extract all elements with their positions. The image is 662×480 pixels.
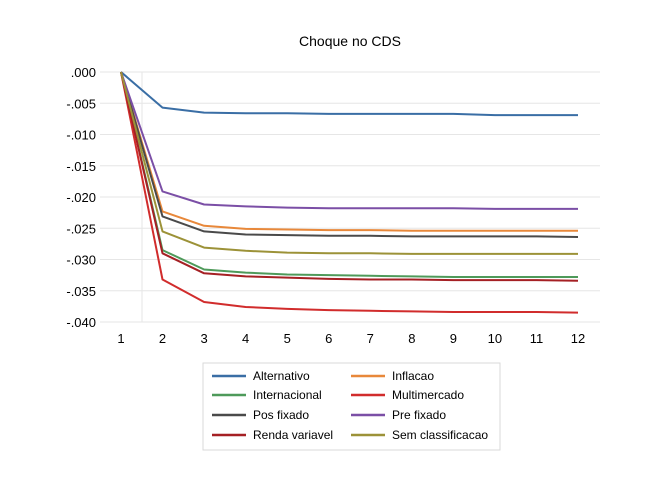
legend-label-renda-variavel: Renda variavel bbox=[253, 428, 333, 442]
x-tick-label: 3 bbox=[200, 331, 207, 346]
y-tick-label: -.040 bbox=[66, 315, 96, 330]
series-line-sem-classificacao bbox=[120, 71, 578, 255]
legend-label-pre-fixado: Pre fixado bbox=[392, 408, 446, 422]
series-line-inflacao bbox=[120, 71, 578, 232]
x-tick-label: 6 bbox=[325, 331, 332, 346]
y-tick-label: -.030 bbox=[66, 253, 96, 268]
y-tick-label: -.020 bbox=[66, 190, 96, 205]
y-tick-label: -.035 bbox=[66, 284, 96, 299]
x-tick-label: 4 bbox=[242, 331, 249, 346]
legend: Alternativo Inflacao Internacional Multimer… bbox=[202, 362, 501, 451]
legend-label-multimercado: Multimercado bbox=[392, 388, 464, 402]
x-tick-label: 5 bbox=[284, 331, 291, 346]
x-tick-label: 2 bbox=[159, 331, 166, 346]
y-tick-label: -.025 bbox=[66, 221, 96, 236]
x-tick-label: 8 bbox=[408, 331, 415, 346]
y-tick-label: -.010 bbox=[66, 128, 96, 143]
x-tick-label: 1 bbox=[117, 331, 124, 346]
legend-label-sem-classificacao: Sem classificacao bbox=[392, 428, 488, 442]
legend-label-inflacao: Inflacao bbox=[392, 369, 434, 383]
x-tick-label: 11 bbox=[530, 331, 544, 346]
series-line-alternativo bbox=[120, 71, 578, 117]
x-tick-label: 12 bbox=[571, 331, 585, 346]
legend-label-pos-fixado: Pos fixado bbox=[253, 408, 309, 422]
y-axis-ticks: .000 -.005 -.010 -.015 -.020 -.025 -.030 -.035 -… bbox=[66, 65, 96, 330]
series-lines bbox=[120, 71, 579, 314]
series-line-pos-fixado bbox=[120, 71, 579, 238]
series-line-internacional bbox=[120, 71, 578, 278]
x-tick-label: 10 bbox=[488, 331, 502, 346]
x-tick-label: 7 bbox=[367, 331, 374, 346]
x-axis-ticks: 1 2 3 4 5 6 7 8 9 10 11 12 bbox=[117, 331, 585, 346]
x-tick-label: 9 bbox=[450, 331, 457, 346]
y-tick-label: .000 bbox=[71, 65, 96, 80]
legend-label-alternativo: Alternativo bbox=[253, 369, 310, 383]
series-line-pre-fixado bbox=[120, 71, 578, 210]
chart-title: Choque no CDS bbox=[299, 33, 401, 49]
series-line-renda-variavel bbox=[120, 71, 579, 282]
legend-label-internacional: Internacional bbox=[253, 388, 322, 402]
y-tick-label: -.015 bbox=[66, 159, 96, 174]
series-line-multimercado bbox=[120, 71, 579, 314]
y-tick-label: -.005 bbox=[66, 96, 96, 111]
